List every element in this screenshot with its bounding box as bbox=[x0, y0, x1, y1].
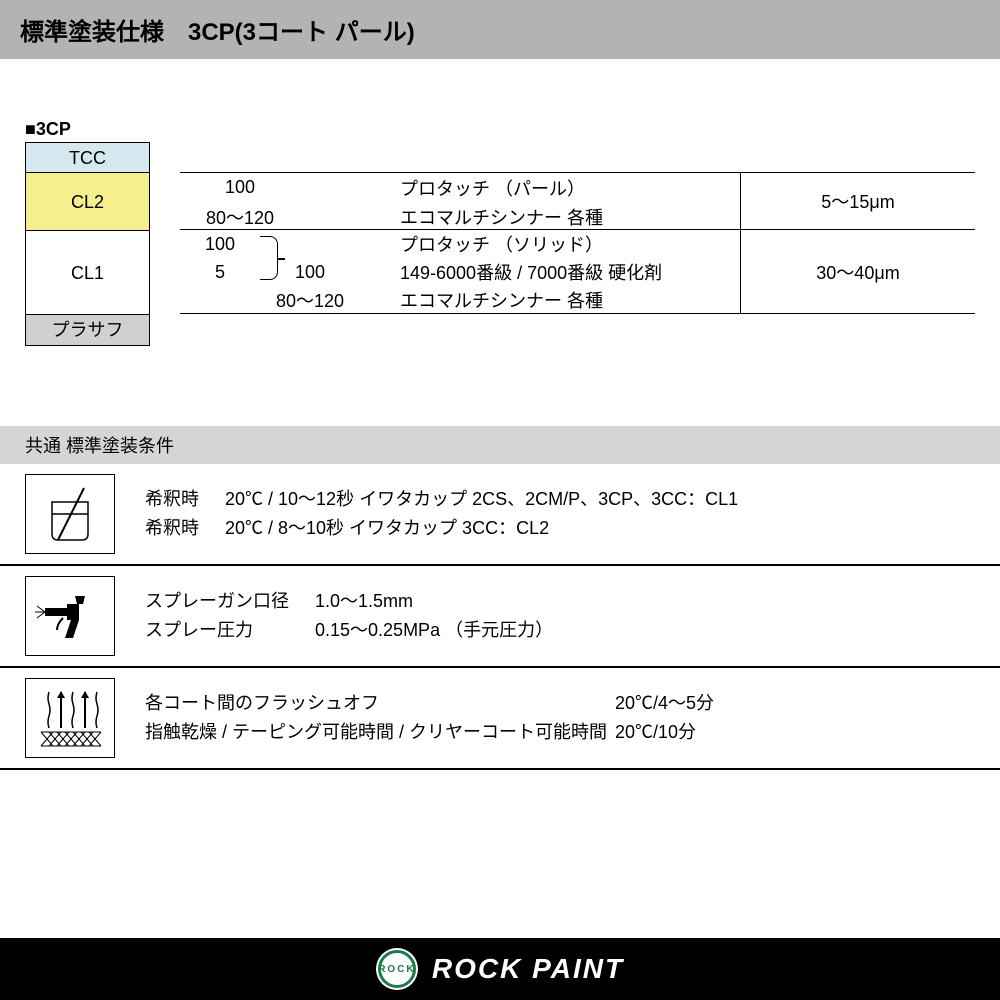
visc-label-1: 希釈時 bbox=[145, 485, 225, 514]
cl2-material-1: プロタッチ （パール） bbox=[300, 175, 740, 201]
cl2-thickness: 5～15μm bbox=[740, 173, 975, 229]
layer-stack: TCC CL2 CL1 プラサフ bbox=[25, 142, 150, 346]
dry-label-2: 指触乾燥 / テーピング可能時間 / クリヤーコート可能時間 bbox=[145, 718, 615, 747]
spec-section: ■3CP TCC CL2 CL1 プラサフ 100 プロタッチ （パール） 80… bbox=[0, 59, 1000, 346]
spec-label: ■3CP bbox=[25, 119, 975, 140]
spray-value-1: 1.0～1.5mm bbox=[315, 587, 413, 616]
cl1-material-1: プロタッチ （ソリッド） bbox=[360, 231, 740, 257]
drying-icon bbox=[25, 678, 115, 758]
cl1-thickness: 30～40μm bbox=[740, 230, 975, 313]
spec-details: 100 プロタッチ （パール） 80～120 エコマルチシンナー 各種 5～15… bbox=[150, 142, 975, 346]
cl1-a2: 5 bbox=[180, 262, 260, 283]
cl1-material-3: エコマルチシンナー 各種 bbox=[360, 287, 740, 313]
viscosity-row: 希釈時 20℃ / 10～12秒 イワタカップ 2CS、2CM/P、3CP、3C… bbox=[0, 464, 1000, 566]
dry-label-1: 各コート間のフラッシュオフ bbox=[145, 689, 615, 718]
conditions-section: 共通 標準塗装条件 希釈時 20℃ / 10～12秒 イワタカップ 2CS、2C… bbox=[0, 426, 1000, 770]
spray-value-2: 0.15～0.25MPa （手元圧力） bbox=[315, 616, 553, 645]
cl2-row: 100 プロタッチ （パール） 80～120 エコマルチシンナー 各種 5～15… bbox=[180, 172, 975, 230]
cl2-ratio-2: 80～120 bbox=[180, 204, 300, 230]
cl1-a1: 100 bbox=[180, 234, 260, 255]
cl2-ratio-1: 100 bbox=[180, 177, 300, 198]
visc-value-2: 20℃ / 8～10秒 イワタカップ 3CC：CL2 bbox=[225, 514, 549, 543]
dry-row: 各コート間のフラッシュオフ 20℃/4～5分 指触乾燥 / テーピング可能時間 … bbox=[0, 668, 1000, 770]
visc-label-2: 希釈時 bbox=[145, 514, 225, 543]
cl1-thin: 80～120 bbox=[260, 287, 360, 313]
spray-gun-icon bbox=[25, 576, 115, 656]
layer-tcc: TCC bbox=[26, 143, 149, 173]
footer-brand: ROCK PAINT bbox=[432, 953, 624, 985]
layer-cl1: CL1 bbox=[26, 231, 149, 315]
cl1-material-2: 149-6000番級 / 7000番級 硬化剤 bbox=[360, 259, 740, 285]
layer-primer: プラサフ bbox=[26, 315, 149, 345]
footer: ROCK ROCK PAINT bbox=[0, 938, 1000, 1000]
spec-table: TCC CL2 CL1 プラサフ 100 プロタッチ （パール） 80～120 … bbox=[25, 142, 975, 346]
spray-row: スプレーガン口径 1.0～1.5mm スプレー圧力 0.15～0.25MPa （… bbox=[0, 566, 1000, 668]
page-title: 標準塗装仕様 3CP(3コート パール) bbox=[0, 0, 1000, 59]
bracket-icon bbox=[260, 236, 278, 280]
visc-value-1: 20℃ / 10～12秒 イワタカップ 2CS、2CM/P、3CP、3CC：CL… bbox=[225, 485, 738, 514]
cl2-material-2: エコマルチシンナー 各種 bbox=[300, 204, 740, 230]
rock-logo-icon: ROCK bbox=[376, 948, 418, 990]
cl1-row: 100 プロタッチ （ソリッド） 5 100 149-6000番級 / 7000… bbox=[180, 230, 975, 314]
viscosity-cup-icon bbox=[25, 474, 115, 554]
conditions-header: 共通 標準塗装条件 bbox=[0, 426, 1000, 464]
layer-cl2: CL2 bbox=[26, 173, 149, 231]
dry-value-1: 20℃/4～5分 bbox=[615, 689, 714, 718]
dry-value-2: 20℃/10分 bbox=[615, 718, 696, 747]
spray-label-1: スプレーガン口径 bbox=[145, 587, 315, 616]
spray-label-2: スプレー圧力 bbox=[145, 616, 315, 645]
